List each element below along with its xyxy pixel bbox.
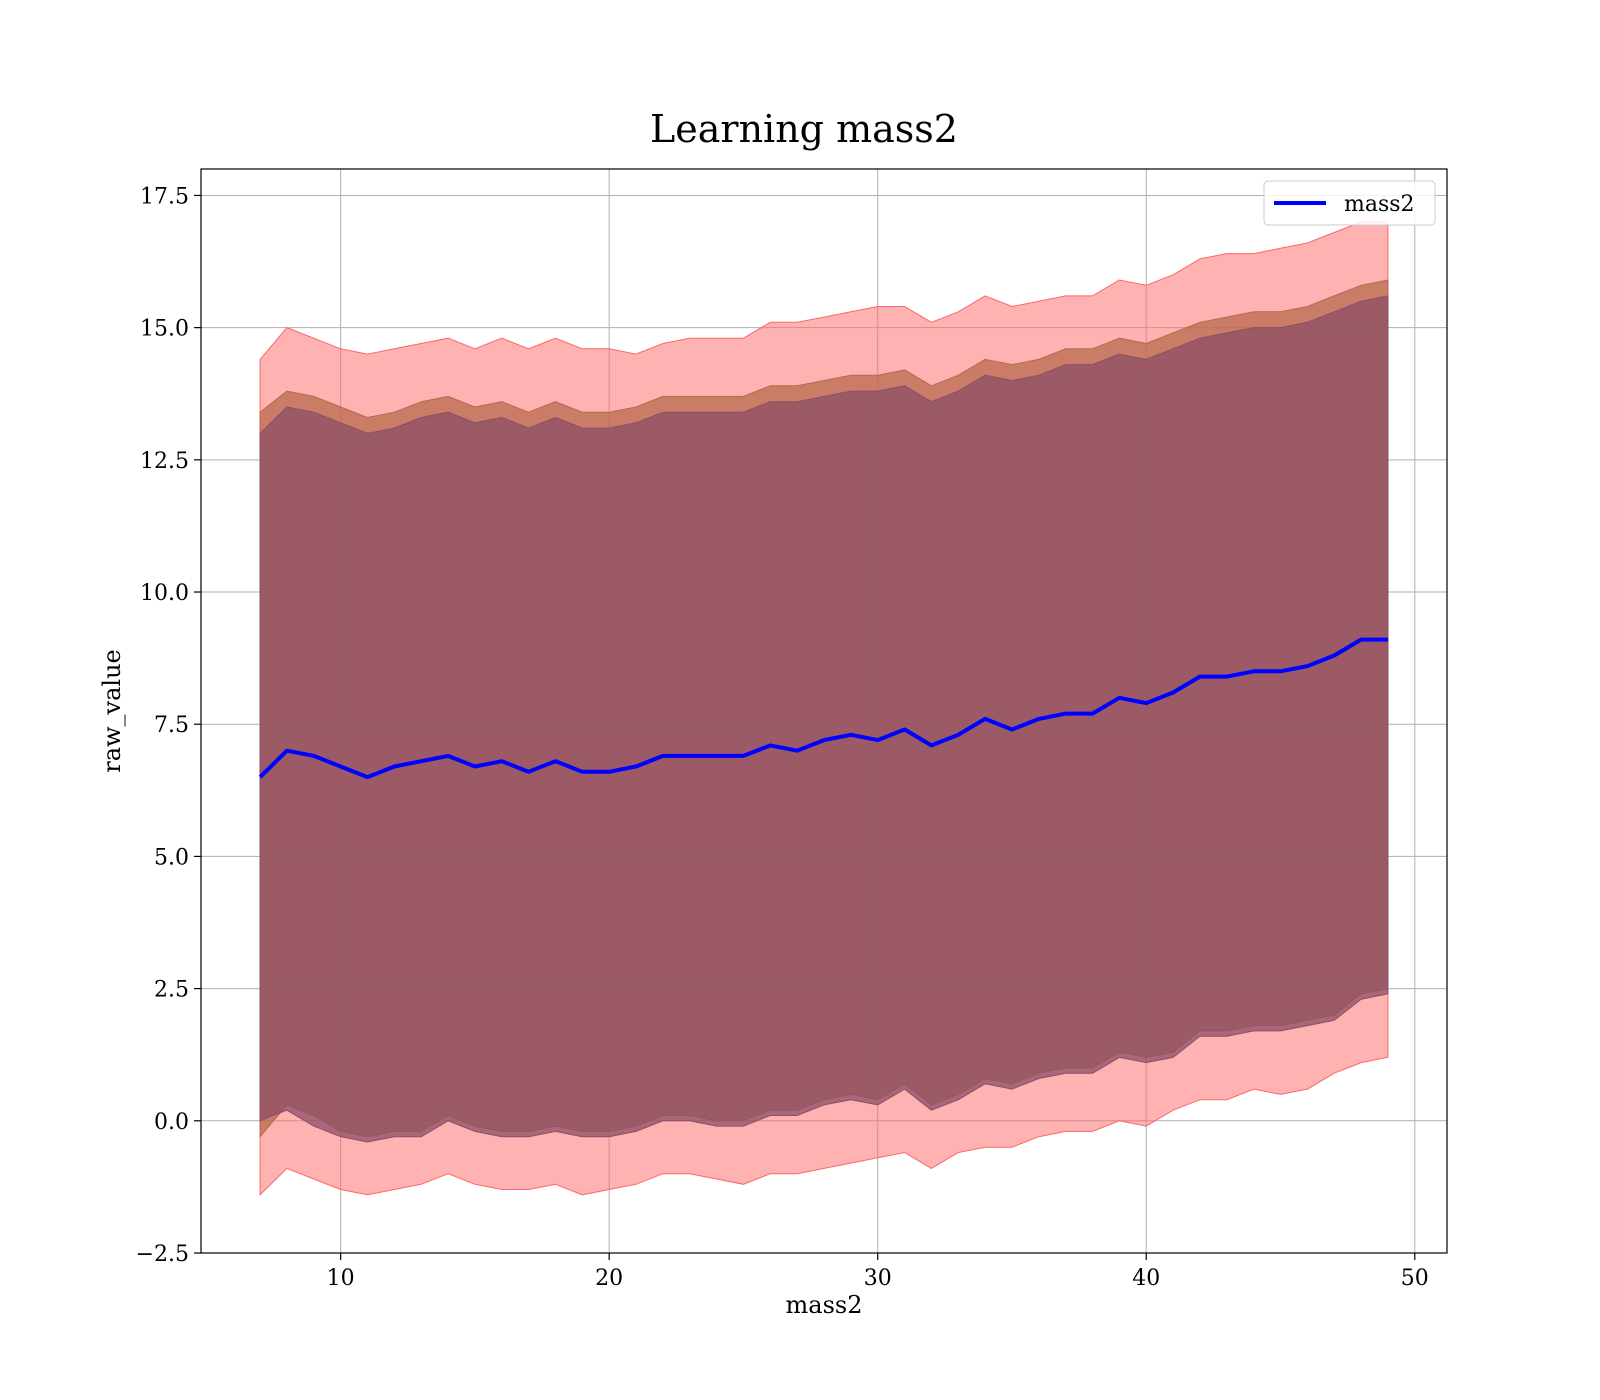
legend-label: mass2 <box>1344 192 1415 217</box>
series-line-mass2 <box>258 637 1388 780</box>
legend-box <box>1263 180 1436 226</box>
chart-title: Learning mass2 <box>650 107 958 151</box>
x-tick-label: 20 <box>595 1266 623 1291</box>
x-tick-label: 40 <box>1132 1266 1160 1291</box>
plot-frame <box>200 168 1448 1254</box>
y-axis-ticks: −2.5 0.0 2.5 5.0 7.5 10.0 12.5 15.0 17.5 <box>136 184 201 1267</box>
x-axis-label: mass2 <box>786 1291 863 1319</box>
y-tick-label: 12.5 <box>140 449 189 474</box>
x-tick-label: 30 <box>864 1266 892 1291</box>
x-axis-ticks: 10 20 30 40 50 <box>327 1253 1429 1291</box>
x-tick-label: 50 <box>1401 1266 1429 1291</box>
confidence-band-3 <box>259 295 1389 1143</box>
series-lines <box>258 637 1388 780</box>
y-tick-label: 15.0 <box>140 317 189 342</box>
y-tick-label: 10.0 <box>140 581 189 606</box>
y-tick-label: 5.0 <box>154 845 189 870</box>
y-tick-label: 2.5 <box>154 978 189 1003</box>
y-axis-label: raw_value <box>98 649 126 773</box>
confidence-bands <box>259 221 1389 1196</box>
y-tick-label: −2.5 <box>136 1242 189 1267</box>
y-tick-label: 7.5 <box>154 713 189 738</box>
legend: mass2 <box>1263 180 1436 226</box>
y-tick-label: 0.0 <box>154 1110 189 1135</box>
y-tick-label: 17.5 <box>140 184 189 209</box>
x-tick-label: 10 <box>327 1266 355 1291</box>
